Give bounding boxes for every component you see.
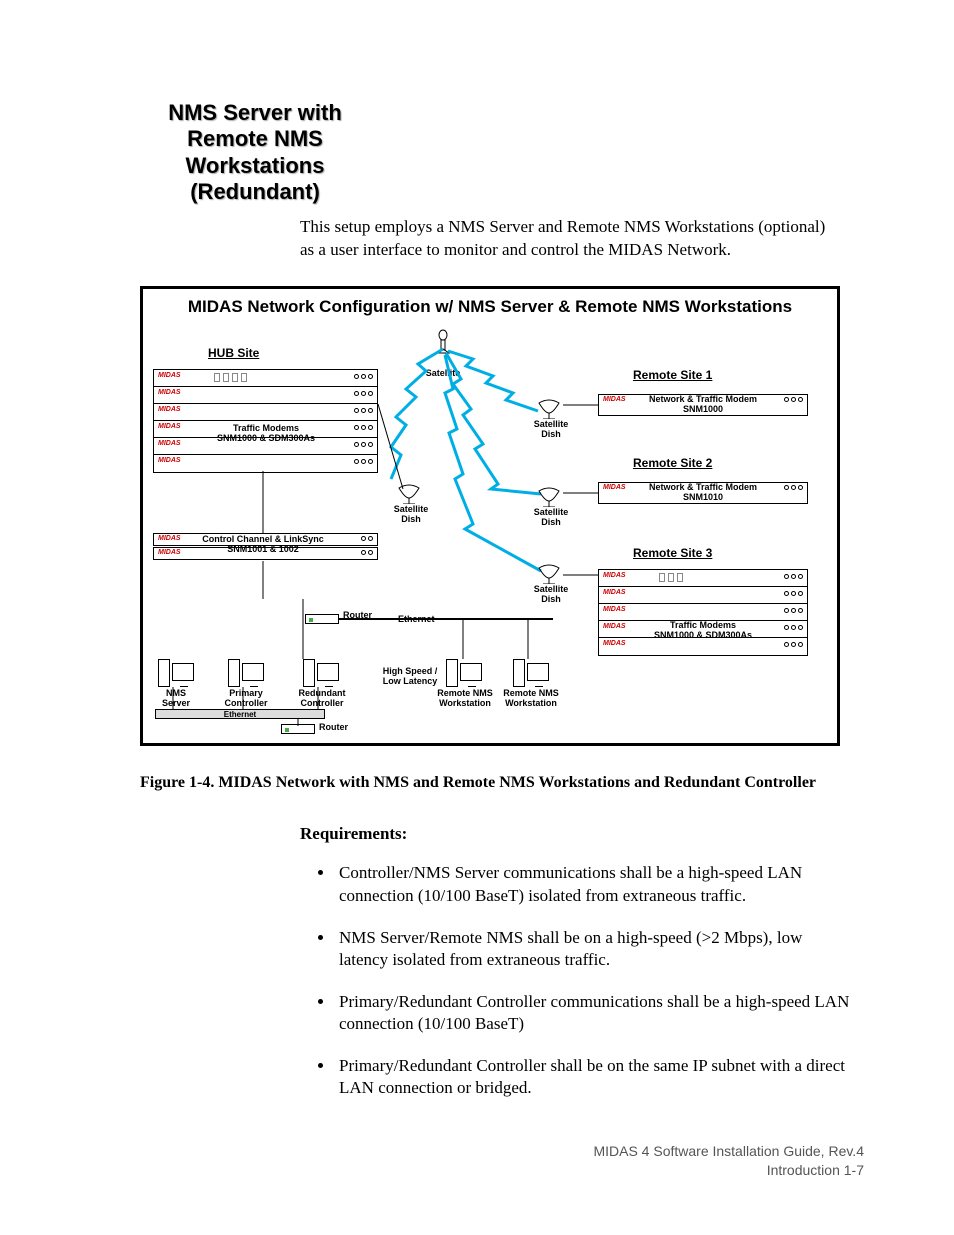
remote-ws-label-1: Remote NMSWorkstation	[435, 689, 495, 709]
remote2-caption: Network & Traffic ModemSNM1010	[633, 483, 773, 502]
ethernet-label: Ethernet	[398, 615, 435, 625]
router-label: Router	[343, 611, 372, 621]
midas-logo: MIDAS	[158, 372, 181, 379]
dish-icon	[535, 487, 563, 507]
section-heading: NMS Server with Remote NMS Workstations …	[150, 100, 360, 206]
remote1-caption: Network & Traffic ModemSNM1000	[633, 395, 773, 414]
hub-dish-label: SatelliteDish	[391, 505, 431, 525]
hub-site-label: HUB Site	[208, 347, 259, 360]
rack-row: MIDAS	[154, 370, 377, 387]
dish-icon	[395, 484, 423, 504]
figure-caption: Figure 1-4. MIDAS Network with NMS and R…	[140, 774, 864, 792]
network-diagram: MIDAS Network Configuration w/ NMS Serve…	[140, 286, 840, 746]
requirements-list: Controller/NMS Server communications sha…	[335, 862, 855, 1099]
rack-row: MIDAS	[599, 604, 807, 621]
midas-logo: MIDAS	[158, 389, 181, 396]
rack-row: MIDAS	[599, 638, 807, 655]
remote-ws-label-2: Remote NMSWorkstation	[501, 689, 561, 709]
title-line-3: Workstations	[186, 153, 325, 178]
midas-logo: MIDAS	[158, 406, 181, 413]
title-line-4: (Redundant)	[190, 179, 320, 204]
rack-row: MIDAS	[599, 570, 807, 587]
dish-icon	[535, 564, 563, 584]
midas-logo: MIDAS	[158, 440, 181, 447]
requirement-item: Primary/Redundant Controller shall be on…	[335, 1055, 855, 1099]
rack-row: MIDAS	[154, 387, 377, 404]
hub-rack: MIDAS MIDAS MIDAS MIDAS MIDAS MIDAS	[153, 369, 378, 473]
satellite-icon	[433, 329, 453, 357]
redundant-controller-label: RedundantController	[293, 689, 351, 709]
page-footer: MIDAS 4 Software Installation Guide, Rev…	[593, 1142, 864, 1180]
remote3-label: Remote Site 3	[633, 547, 712, 560]
requirement-item: NMS Server/Remote NMS shall be on a high…	[335, 927, 855, 971]
remote3-dish-label: SatelliteDish	[531, 585, 571, 605]
remote3-caption: Traffic ModemsSNM1000 & SDM300As	[643, 621, 763, 640]
rack-row: MIDAS	[599, 587, 807, 604]
highspeed-label: High Speed /Low Latency	[380, 667, 440, 687]
router-icon	[305, 614, 339, 624]
rack-row: MIDAS	[154, 404, 377, 421]
diagram-title: MIDAS Network Configuration w/ NMS Serve…	[155, 297, 825, 317]
primary-controller-label: PrimaryController	[221, 689, 271, 709]
satellite-label: Satellite	[423, 369, 463, 379]
control-rack-caption: Control Channel & LinkSyncSNM1001 & 1002	[183, 535, 343, 554]
remote2-label: Remote Site 2	[633, 457, 712, 470]
router-label: Router	[319, 723, 348, 733]
ethernet-bar: Ethernet	[155, 709, 325, 719]
remote3-rack: MIDAS MIDAS MIDAS MIDAS MIDAS	[598, 569, 808, 656]
rack-row: MIDAS	[154, 455, 377, 472]
requirements-heading: Requirements:	[300, 824, 864, 844]
dish-icon	[535, 399, 563, 419]
midas-logo: MIDAS	[158, 423, 181, 430]
footer-line-2: Introduction 1-7	[767, 1162, 864, 1178]
remote1-label: Remote Site 1	[633, 369, 712, 382]
title-line-2: Remote NMS	[187, 126, 323, 151]
nms-server-label: NMSServer	[157, 689, 195, 709]
remote2-dish-label: SatelliteDish	[531, 508, 571, 528]
requirement-item: Primary/Redundant Controller communicati…	[335, 991, 855, 1035]
requirement-item: Controller/NMS Server communications sha…	[335, 862, 855, 906]
title-line-1: NMS Server with	[168, 100, 342, 125]
router-icon	[281, 724, 315, 734]
hub-rack-caption: Traffic ModemsSNM1000 & SDM300As	[201, 424, 331, 443]
midas-logo: MIDAS	[158, 457, 181, 464]
intro-paragraph: This setup employs a NMS Server and Remo…	[300, 216, 840, 262]
remote1-dish-label: SatelliteDish	[531, 420, 571, 440]
footer-line-1: MIDAS 4 Software Installation Guide, Rev…	[593, 1143, 864, 1159]
